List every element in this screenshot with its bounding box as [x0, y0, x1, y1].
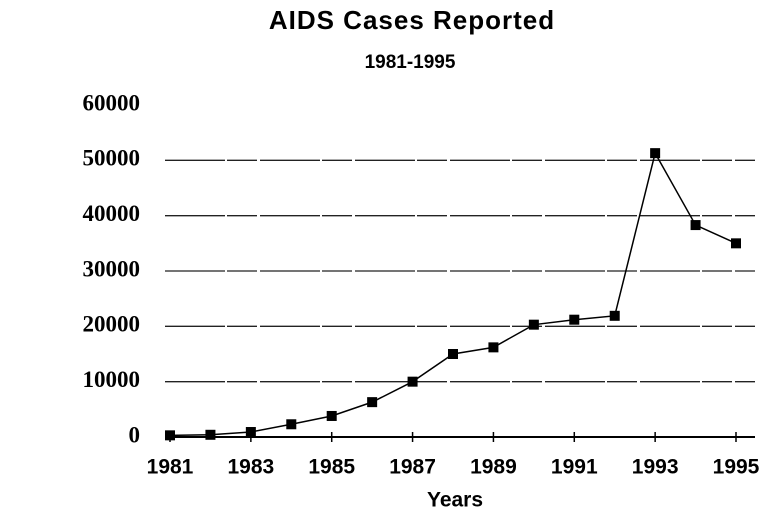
y-tick-label: 40000 — [83, 201, 141, 226]
point — [650, 148, 661, 159]
y-tick-label: 10000 — [83, 367, 141, 392]
point — [326, 410, 337, 421]
point — [205, 429, 216, 440]
x-tick-label: 1993 — [632, 456, 679, 479]
x-tick-label: 1989 — [470, 456, 517, 479]
line — [169, 151, 737, 437]
x-tick-label: 1991 — [551, 456, 598, 479]
y-tick-label: 0 — [129, 422, 141, 447]
point — [609, 310, 620, 321]
y-tick-label: 30000 — [83, 256, 141, 281]
point — [286, 419, 297, 430]
point — [488, 342, 499, 353]
x-tick-label: 1981 — [147, 456, 194, 479]
point — [731, 238, 741, 249]
y-tick-label: 60000 — [83, 90, 141, 115]
point — [245, 427, 256, 438]
x-tick-label: 1985 — [308, 456, 355, 479]
chart-subtitle: 1981-1995 — [365, 52, 456, 73]
chart-title: AIDS Cases Reported — [269, 5, 555, 35]
x-tick-label: 1995 — [713, 456, 760, 479]
point — [367, 397, 378, 408]
y-tick-label: 20000 — [83, 312, 141, 337]
point — [165, 430, 175, 441]
point — [528, 319, 539, 330]
y-tick-label: 50000 — [83, 146, 141, 171]
x-tick-label: 1987 — [389, 456, 436, 479]
point — [448, 349, 458, 359]
x-axis-label: Years — [427, 489, 483, 512]
point — [690, 220, 701, 231]
point — [407, 376, 418, 387]
point — [569, 314, 580, 325]
x-tick-label: 1983 — [227, 456, 274, 479]
